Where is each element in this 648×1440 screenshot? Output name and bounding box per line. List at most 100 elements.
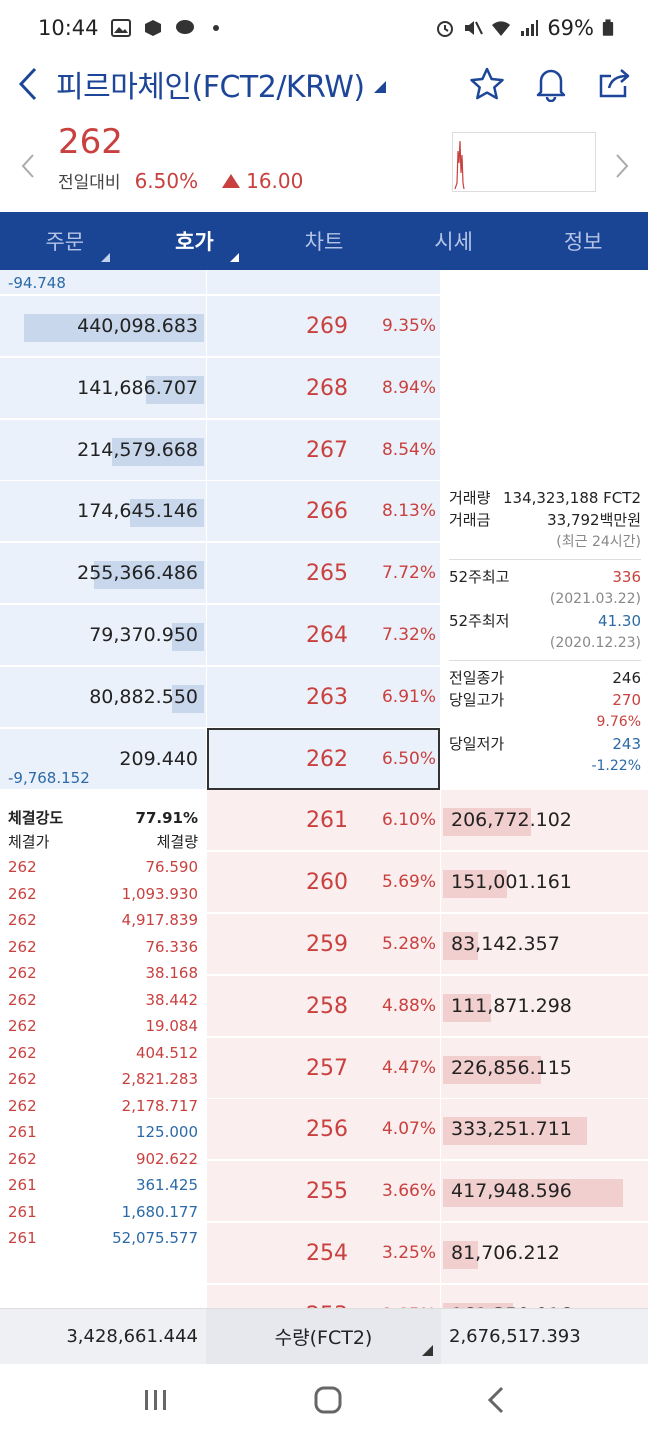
bid-price: 253 <box>306 1285 348 1308</box>
bid-price: 256 <box>306 1117 348 1143</box>
market-selector[interactable]: 피르마체인(FCT2/KRW) <box>56 62 387 106</box>
bid-qty: 206,772.102 <box>451 809 572 832</box>
day-high-value: 270 <box>612 691 641 710</box>
bell-icon <box>536 69 566 102</box>
ask-qty-row[interactable]: 80,882.550 <box>0 666 206 728</box>
ask-volume-bar <box>130 499 204 528</box>
back-button[interactable] <box>0 56 56 112</box>
next-coin-button[interactable] <box>610 146 634 186</box>
ask-qty-row[interactable]: 174,645.146 <box>0 481 206 543</box>
tab-2[interactable]: 차트 <box>259 212 389 270</box>
trade-row: 262 19.084 <box>0 1013 206 1040</box>
high-52w-label: 52주최고 <box>449 568 510 587</box>
ask-qty-row[interactable]: 440,098.683 <box>0 296 206 357</box>
bid-change-pct: 5.69% <box>381 872 436 893</box>
home-button[interactable] <box>314 1386 342 1418</box>
ask-qty-row[interactable]: 214,579.668 <box>0 419 206 481</box>
system-back-button[interactable] <box>487 1386 505 1418</box>
change-row: 전일대비 6.50% 16.00 <box>58 168 303 193</box>
share-button[interactable] <box>596 62 634 106</box>
signal-icon <box>521 20 539 36</box>
unit-selector[interactable]: 수량(FCT2) <box>206 1309 441 1364</box>
system-nav-bar <box>0 1364 648 1440</box>
change-amount: 16.00 <box>246 169 304 193</box>
bid-price: 257 <box>306 1055 348 1081</box>
mini-chart[interactable] <box>452 132 596 192</box>
tab-0[interactable]: 주문 <box>0 212 130 270</box>
trade-header-row: 체결가 체결량 <box>0 830 206 854</box>
ask-qty-row[interactable]: 255,366.486 <box>0 543 206 605</box>
bid-qty-row[interactable]: 151,001.161 <box>441 852 648 914</box>
ask-price-row[interactable]: 267 8.54% <box>207 419 440 481</box>
partial-info-row <box>441 270 648 295</box>
ask-qty-row[interactable]: 79,370.950 <box>0 605 206 666</box>
ask-price-row[interactable]: 269 9.35% <box>207 296 440 357</box>
bid-volume-bar <box>443 1179 624 1208</box>
chevron-right-icon <box>616 154 629 178</box>
day-high-pct: 9.76% <box>596 714 641 731</box>
bid-price-row[interactable]: 261 6.10% <box>207 790 440 852</box>
ask-price-row[interactable]: 268 8.94% <box>207 357 440 419</box>
prev-coin-button[interactable] <box>16 146 40 186</box>
divider <box>449 660 641 662</box>
ask-volume-bar <box>146 375 204 404</box>
ask-price-row[interactable]: 263 6.91% <box>207 666 440 728</box>
ask-qty: 209.440 <box>119 747 198 770</box>
bid-qty-row[interactable]: 417,948.596 <box>441 1161 648 1223</box>
bid-price: 259 <box>306 932 348 957</box>
ask-price: 262 <box>306 746 348 772</box>
tab-1[interactable]: 호가 <box>130 212 260 270</box>
bid-price-row[interactable]: 258 4.88% <box>207 975 440 1037</box>
trade-row: 261 52,075.577 <box>0 1225 206 1252</box>
bid-qty-row[interactable]: 206,772.102 <box>441 790 648 852</box>
bid-price-row[interactable]: 260 5.69% <box>207 852 440 914</box>
trade-amount-value: 33,792백만원 <box>547 511 641 530</box>
ask-change-pct: 7.72% <box>381 563 436 584</box>
ask-price-row[interactable]: 265 7.72% <box>207 543 440 605</box>
tab-label: 주문 <box>45 230 85 254</box>
trade-row: 262 404.512 <box>0 1040 206 1067</box>
ask-qty-row[interactable]: 209.440 <box>0 728 206 790</box>
trade-price: 261 <box>8 1176 37 1194</box>
trade-qty: 4,917.839 <box>121 911 198 929</box>
tab-bar: 주문 호가 차트 시세 정보 <box>0 212 648 270</box>
ask-qty: 80,882.550 <box>89 685 198 708</box>
bid-price-row[interactable]: 256 4.07% <box>207 1099 440 1161</box>
favorite-button[interactable] <box>468 62 506 106</box>
low-52w: 52주최저 41.30 <box>449 610 641 632</box>
compare-label: 전일대비 <box>58 173 121 193</box>
alert-button[interactable] <box>532 62 570 106</box>
ask-price-row[interactable]: 262 6.50% <box>207 728 440 790</box>
bid-price-row[interactable]: 259 5.28% <box>207 914 440 975</box>
bid-price-row[interactable]: 255 3.66% <box>207 1161 440 1223</box>
ask-qty: 255,366.486 <box>77 562 198 585</box>
price-summary: 262 전일대비 6.50% 16.00 <box>0 118 648 212</box>
battery-percent: 69% <box>547 16 594 40</box>
chevron-left-icon <box>18 67 37 101</box>
high-52w: 52주최고 336 <box>449 566 641 588</box>
bid-price-row[interactable]: 257 4.47% <box>207 1037 440 1099</box>
more-notifications-icon <box>212 25 219 31</box>
trade-qty-header: 체결량 <box>156 833 198 851</box>
bid-qty-row[interactable]: 333,251.711 <box>441 1099 648 1161</box>
bid-price-row[interactable]: 254 3.25% <box>207 1223 440 1284</box>
bid-qty-row[interactable]: 111,871.298 <box>441 975 648 1037</box>
day-high-label: 당일고가 <box>449 691 505 710</box>
prev-close: 전일종가 246 <box>449 667 641 689</box>
bid-price-row[interactable]: 253 2.85% <box>207 1284 440 1308</box>
tab-4[interactable]: 정보 <box>518 212 648 270</box>
ask-price-row[interactable]: 264 7.32% <box>207 605 440 666</box>
trade-qty: 1,680.177 <box>121 1202 198 1221</box>
bid-qty-row[interactable]: 161,350.016 <box>441 1284 648 1308</box>
bid-qty-row[interactable]: 81,706.212 <box>441 1223 648 1284</box>
ask-qty-row[interactable]: 141,686.707 <box>0 357 206 419</box>
battery-icon <box>602 19 614 36</box>
recents-button[interactable] <box>143 1388 169 1416</box>
ask-price-row[interactable]: 266 8.13% <box>207 481 440 543</box>
bid-qty-row[interactable]: 226,856.115 <box>441 1037 648 1099</box>
bid-qty-row[interactable]: 83,142.357 <box>441 914 648 975</box>
current-price-highlight <box>207 727 440 790</box>
prev-close-label: 전일종가 <box>449 669 505 688</box>
trade-price: 262 <box>8 1043 37 1062</box>
tab-3[interactable]: 시세 <box>389 212 519 270</box>
